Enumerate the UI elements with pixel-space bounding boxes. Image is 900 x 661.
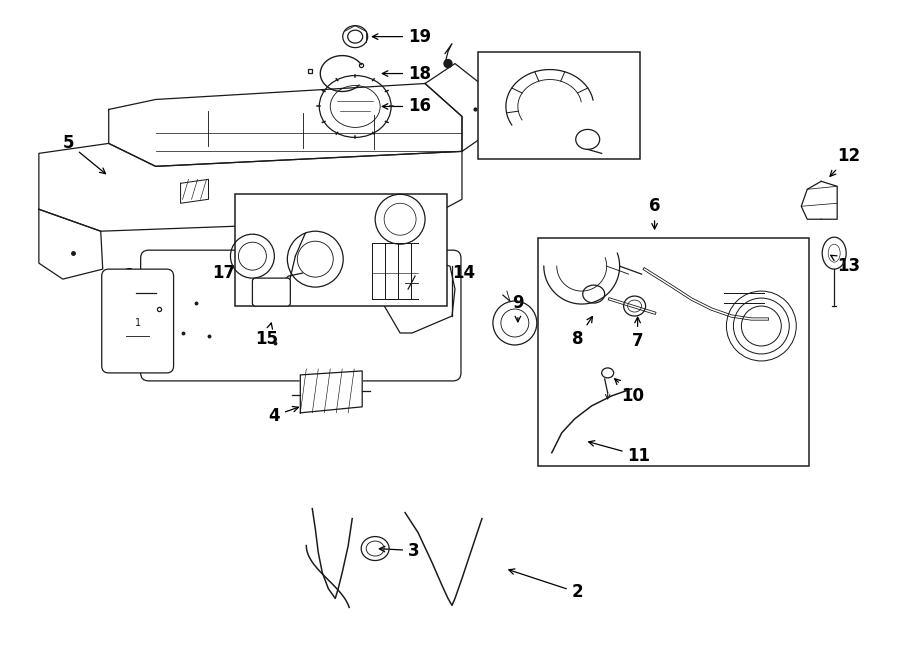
Text: 15: 15 <box>256 323 278 348</box>
Polygon shape <box>39 210 103 279</box>
Text: 6: 6 <box>649 197 661 229</box>
Text: 5: 5 <box>63 134 105 174</box>
Text: 1: 1 <box>122 267 152 288</box>
Text: 14: 14 <box>429 264 475 282</box>
Bar <box>538 238 809 466</box>
Bar <box>478 52 640 159</box>
Polygon shape <box>109 83 462 167</box>
Text: 12: 12 <box>830 147 860 176</box>
Text: 3: 3 <box>379 541 419 560</box>
Text: 1: 1 <box>135 318 140 328</box>
Text: 13: 13 <box>831 255 860 275</box>
Text: 7: 7 <box>632 317 644 350</box>
Polygon shape <box>39 143 462 231</box>
Polygon shape <box>356 253 455 333</box>
Text: 4: 4 <box>268 407 299 425</box>
Circle shape <box>444 59 452 67</box>
Text: 11: 11 <box>589 441 651 465</box>
Text: 20: 20 <box>522 81 545 101</box>
FancyBboxPatch shape <box>140 250 461 381</box>
Text: 2: 2 <box>508 569 583 602</box>
Bar <box>236 194 447 306</box>
FancyBboxPatch shape <box>252 278 291 306</box>
FancyBboxPatch shape <box>102 269 174 373</box>
Text: 18: 18 <box>382 65 431 83</box>
Text: 17: 17 <box>212 264 265 282</box>
Polygon shape <box>301 371 362 413</box>
Text: 9: 9 <box>512 294 524 322</box>
Text: 8: 8 <box>572 317 592 348</box>
Text: 19: 19 <box>373 28 431 46</box>
Text: 16: 16 <box>382 97 431 116</box>
Text: 10: 10 <box>615 379 644 405</box>
Polygon shape <box>425 63 488 151</box>
